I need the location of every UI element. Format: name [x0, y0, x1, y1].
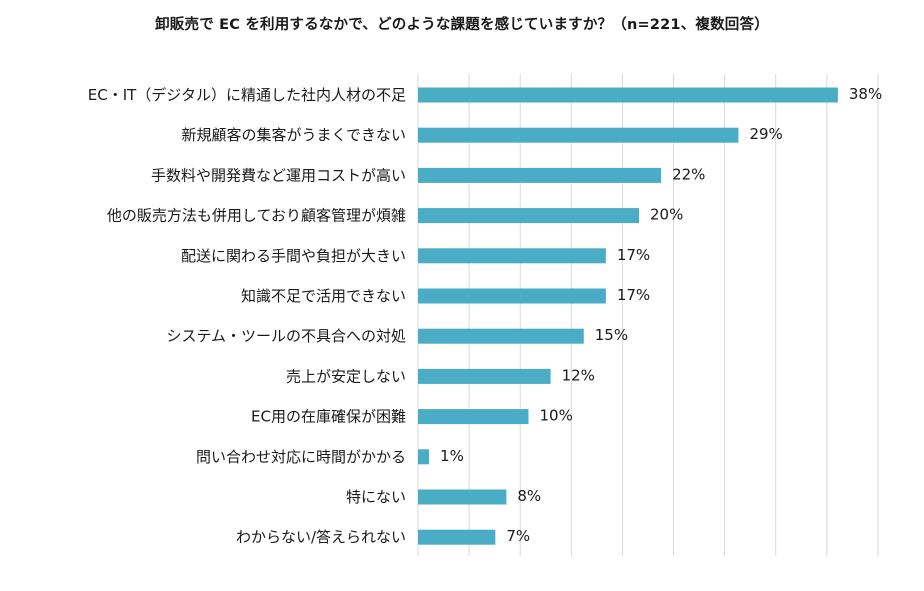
bar — [418, 167, 662, 183]
category-label: EC用の在庫確保が困難 — [251, 408, 406, 426]
bar — [418, 529, 496, 545]
bars — [418, 87, 838, 545]
value-label: 10% — [540, 407, 573, 425]
bar — [418, 248, 606, 264]
bar — [418, 208, 639, 224]
category-label: 問い合わせ対応に時間がかかる — [196, 448, 406, 466]
value-label: 29% — [749, 125, 782, 143]
bar — [418, 127, 739, 143]
value-label: 8% — [517, 487, 541, 505]
category-label: わからない/答えられない — [236, 528, 406, 546]
category-label: 新規顧客の集客がうまくできない — [181, 126, 406, 144]
value-label: 15% — [595, 326, 628, 344]
bar — [418, 368, 551, 384]
value-label: 22% — [672, 165, 705, 183]
value-label: 17% — [617, 286, 650, 304]
value-label: 7% — [506, 527, 530, 545]
value-label: 12% — [562, 366, 595, 384]
category-label: 特にない — [346, 488, 406, 506]
value-labels: 38% 29% 22% 20% 17% 17% 15% 12% 10% 1% 8% 7% — [440, 85, 882, 545]
category-label: EC・IT（デジタル）に精通した社内人材の不足 — [88, 86, 406, 104]
grid-lines — [417, 74, 879, 556]
category-label: 他の販売方法も併用しており顧客管理が煩雑 — [107, 207, 406, 225]
bar — [418, 489, 507, 505]
value-label: 38% — [849, 85, 882, 103]
bar — [418, 328, 584, 344]
value-label: 1% — [440, 447, 464, 465]
category-label: 知識不足で活用できない — [241, 287, 406, 305]
category-label: 手数料や開発費など運用コストが高い — [151, 166, 406, 184]
value-label: 17% — [617, 246, 650, 264]
bar — [418, 409, 529, 425]
category-label: 配送に関わる手間や負担が大きい — [181, 247, 406, 265]
category-labels: EC・IT（デジタル）に精通した社内人材の不足新規顧客の集客がうまくできない手数… — [88, 86, 406, 546]
value-label: 20% — [650, 206, 683, 224]
bar — [418, 87, 838, 103]
bar — [418, 288, 606, 304]
bar — [418, 449, 430, 465]
category-label: システム・ツールの不具合への対処 — [166, 327, 406, 345]
category-label: 売上が安定しない — [286, 367, 406, 385]
chart-title: 卸販売で EC を利用するなかで、どのような課題を感じていますか？（n=221、… — [155, 17, 769, 33]
